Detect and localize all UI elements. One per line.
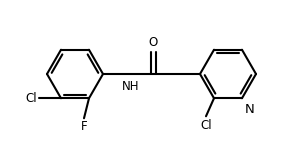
Text: O: O [148,36,158,49]
Text: Cl: Cl [200,119,212,132]
Text: F: F [81,120,87,133]
Text: Cl: Cl [25,92,37,105]
Text: N: N [245,103,255,116]
Text: NH: NH [122,80,140,93]
